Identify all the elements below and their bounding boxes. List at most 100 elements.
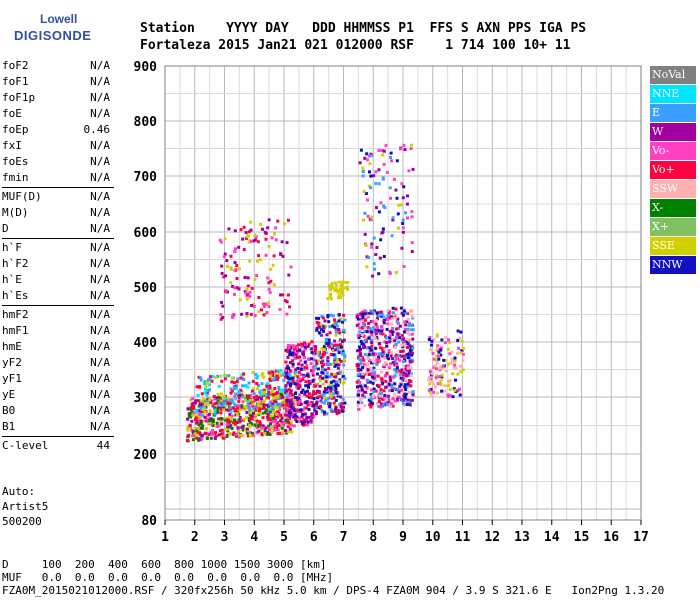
echo-point xyxy=(199,378,203,382)
echo-point xyxy=(195,428,199,432)
echo-point xyxy=(260,373,264,377)
echo-point xyxy=(448,352,452,356)
echo-point xyxy=(361,366,365,369)
echo-point xyxy=(291,398,294,401)
echo-point xyxy=(295,398,299,402)
echo-point xyxy=(333,281,337,285)
echo-cluster xyxy=(284,340,317,427)
echo-point xyxy=(229,387,233,391)
echo-point xyxy=(391,327,394,330)
echo-point xyxy=(371,310,375,314)
echo-point xyxy=(246,400,250,404)
echo-point xyxy=(277,371,281,375)
echo-point xyxy=(456,329,460,333)
echo-point xyxy=(218,429,222,433)
echo-point xyxy=(366,214,370,218)
echo-point xyxy=(400,368,404,372)
echo-point xyxy=(248,413,252,417)
echo-point xyxy=(208,419,212,422)
echo-point xyxy=(244,428,247,432)
echo-point xyxy=(362,358,366,362)
echo-point xyxy=(230,399,234,403)
echo-point xyxy=(317,325,321,329)
echo-point xyxy=(359,399,363,403)
echo-point xyxy=(359,358,362,362)
echo-point xyxy=(381,354,385,358)
echo-point xyxy=(318,379,322,383)
auto-version: 500200 xyxy=(2,515,42,528)
echo-point xyxy=(307,357,311,361)
echo-point xyxy=(320,393,324,397)
echo-point xyxy=(252,395,256,399)
echo-point xyxy=(336,394,340,398)
echo-point xyxy=(410,241,414,245)
echo-point xyxy=(404,396,407,400)
echo-point xyxy=(211,375,215,379)
echo-point xyxy=(282,371,286,375)
echo-point xyxy=(298,416,302,420)
echo-point xyxy=(200,402,204,406)
echo-point xyxy=(372,360,376,363)
echo-point xyxy=(361,170,365,173)
echo-point xyxy=(313,406,317,410)
x-tick-label: 1 xyxy=(161,530,169,545)
echo-point xyxy=(324,399,328,402)
echo-point xyxy=(314,382,318,386)
echo-point xyxy=(315,320,319,324)
echo-point xyxy=(361,372,365,376)
echo-point xyxy=(284,384,288,388)
echo-point xyxy=(373,335,376,339)
echo-point xyxy=(369,400,373,404)
echo-point xyxy=(448,341,452,345)
echo-point xyxy=(369,174,373,178)
echo-point xyxy=(273,376,277,380)
echo-point xyxy=(372,371,376,375)
echo-point xyxy=(314,345,318,349)
scaled-parameters-panel: foF2 N/A foF1 N/A foF1p N/A foE N/A foEp 0.46 fxI N… xyxy=(2,58,114,454)
echo-point xyxy=(300,415,304,419)
echo-point xyxy=(382,321,386,325)
echo-point xyxy=(271,371,275,374)
echo-point xyxy=(288,405,292,409)
echo-point xyxy=(315,328,319,332)
param-label: foE xyxy=(2,107,22,120)
echo-point xyxy=(393,382,397,386)
echo-point xyxy=(300,421,304,425)
echo-point xyxy=(255,394,259,398)
echo-point xyxy=(342,338,346,342)
echo-point xyxy=(312,390,316,394)
echo-point xyxy=(334,391,338,395)
echo-point xyxy=(368,366,372,370)
echo-point xyxy=(288,369,292,372)
echo-point xyxy=(356,400,360,404)
echo-point xyxy=(359,360,363,364)
echo-point xyxy=(452,365,456,369)
echo-point xyxy=(213,412,217,416)
echo-point xyxy=(372,326,376,330)
echo-point xyxy=(335,358,339,362)
echo-point xyxy=(303,365,307,369)
echo-point xyxy=(288,427,292,431)
echo-point xyxy=(208,398,212,402)
param-value: N/A xyxy=(90,171,110,184)
echo-point xyxy=(244,291,248,295)
echo-point xyxy=(309,347,313,351)
echo-point xyxy=(334,387,338,391)
echo-point xyxy=(298,384,302,388)
echo-point xyxy=(359,347,362,351)
echo-point xyxy=(358,330,362,334)
echo-point xyxy=(294,380,297,384)
echo-point xyxy=(382,318,386,322)
echo-point xyxy=(285,312,289,316)
echo-point xyxy=(326,359,330,363)
echo-point xyxy=(266,226,270,230)
echo-point xyxy=(274,397,278,401)
echo-point xyxy=(334,328,338,331)
echo-point xyxy=(407,391,411,394)
echo-point xyxy=(339,284,343,287)
echo-point xyxy=(301,375,305,379)
echo-point xyxy=(446,384,450,388)
echo-cluster xyxy=(194,369,302,417)
echo-point xyxy=(247,419,251,423)
